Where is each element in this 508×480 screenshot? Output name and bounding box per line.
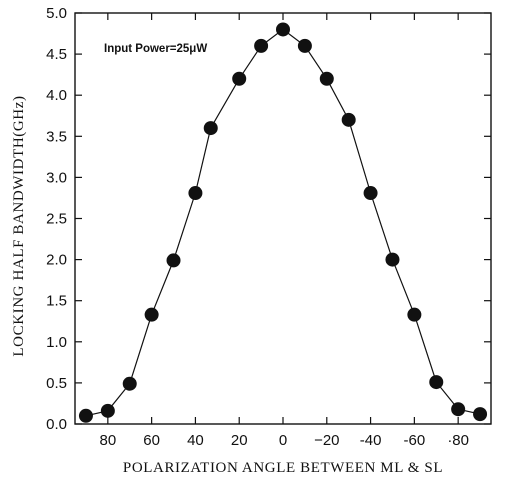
- y-tick-label: 2.5: [46, 211, 67, 228]
- x-tick-label: 80: [99, 432, 116, 449]
- y-tick-label: 4.0: [46, 87, 67, 104]
- y-tick-label: 1.0: [46, 334, 67, 351]
- y-tick-label: 2.0: [46, 252, 67, 269]
- x-tick-label: 0: [279, 432, 287, 449]
- y-tick-label: 3.0: [46, 169, 67, 186]
- data-point: [144, 307, 159, 322]
- x-tick-label: 60: [143, 432, 160, 449]
- data-point: [276, 22, 290, 37]
- x-tick-label: -60: [404, 432, 426, 449]
- y-tick-label: 5.0: [46, 5, 67, 22]
- data-point: [473, 407, 488, 422]
- data-point: [319, 71, 334, 86]
- plot-frame: [74, 12, 492, 425]
- x-axis: 80 60 40 20 0 −20 -40 -60 ·80: [99, 13, 469, 449]
- x-tick-label: 40: [187, 432, 204, 449]
- series-line: [85, 28, 481, 417]
- data-point: [122, 376, 137, 391]
- data-point: [363, 186, 378, 201]
- data-point: [429, 375, 444, 390]
- y-axis-title: LOCKING HALF BANDWIDTH(GHz): [11, 95, 27, 356]
- data-point: [78, 408, 93, 423]
- data-point: [254, 38, 269, 53]
- y-tick-label: 3.5: [46, 128, 67, 145]
- data-point: [100, 403, 115, 418]
- data-point: [297, 38, 312, 53]
- data-point: [341, 112, 356, 127]
- series-markers: [78, 22, 488, 423]
- data-point: [385, 252, 400, 267]
- x-tick-label: -40: [360, 432, 382, 449]
- data-point: [166, 253, 181, 268]
- y-axis: 0.0 0.5 1.0 1.5 2.0 2.5 3.0 3.5 4.0 4.5 5.0: [46, 5, 491, 433]
- series-polyline: [85, 28, 481, 417]
- y-tick-label: 1.5: [46, 293, 67, 310]
- y-tick-label: 4.5: [46, 46, 67, 63]
- x-tick-label: ·80: [447, 432, 469, 449]
- data-point: [451, 402, 466, 417]
- y-tick-label: 0.0: [46, 416, 67, 433]
- annotation-label: Input Power=25μW: [104, 43, 207, 55]
- data-point: [232, 71, 247, 86]
- data-point: [407, 307, 422, 322]
- x-tick-label: −20: [314, 432, 339, 449]
- data-point: [203, 121, 218, 136]
- x-axis-title: POLARIZATION ANGLE BETWEEN ML & SL: [123, 460, 443, 476]
- x-tick-label: 20: [231, 432, 248, 449]
- y-tick-label: 0.5: [46, 375, 67, 392]
- data-point: [188, 186, 203, 201]
- plot-border: [74, 12, 492, 425]
